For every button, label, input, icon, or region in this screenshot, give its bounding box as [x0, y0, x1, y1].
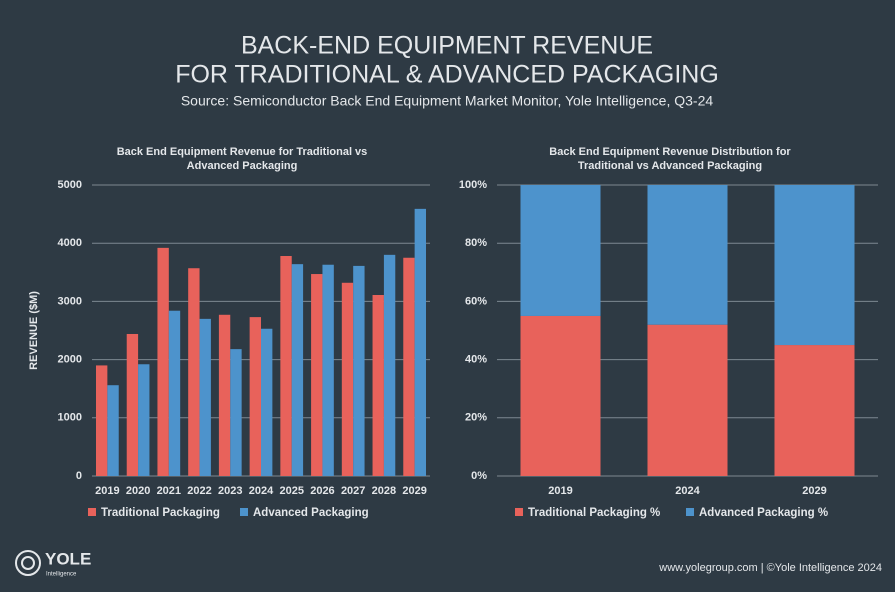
subtitle: Source: Semiconductor Back End Equipment… — [181, 93, 714, 109]
legend-label: Advanced Packaging — [253, 507, 369, 519]
bar — [199, 318, 211, 476]
legend-label: Traditional Packaging — [101, 507, 220, 519]
bar — [126, 333, 139, 476]
x-tick-label: 2028 — [372, 485, 396, 497]
bar-segment — [774, 345, 855, 476]
bar — [188, 268, 200, 476]
y-tick-label: 40% — [465, 354, 487, 366]
y-tick-label: 5000 — [58, 179, 82, 191]
y-tick-label: 2000 — [58, 354, 82, 366]
bar-segment — [520, 315, 601, 476]
bar — [218, 314, 231, 476]
x-tick-label: 2023 — [218, 485, 242, 497]
x-tick-label: 2019 — [548, 485, 572, 497]
y-tick-label: 0% — [471, 470, 487, 482]
logo: YOLE Intelligence — [15, 549, 91, 578]
chart-title: Back End Equipment Revenue Distribution … — [549, 146, 791, 158]
bar — [230, 349, 242, 476]
bar — [95, 365, 108, 476]
bar — [261, 328, 273, 476]
bar — [341, 282, 354, 476]
legend-swatch — [515, 508, 523, 516]
bar — [353, 265, 365, 476]
x-tick-label: 2019 — [95, 485, 119, 497]
bar — [414, 208, 427, 476]
y-tick-label: 4000 — [58, 237, 82, 249]
bar-segment — [647, 324, 728, 476]
bar — [383, 254, 396, 476]
logo-subtext: Intelligence — [46, 572, 77, 578]
y-tick-label: 100% — [459, 179, 487, 191]
y-tick-label: 20% — [465, 412, 487, 424]
chart-title: Back End Equipment Revenue for Tradition… — [117, 146, 368, 158]
chart: Back End Equipment Revenue Distribution … — [459, 146, 878, 519]
bar — [403, 257, 415, 476]
y-tick-label: 0 — [76, 470, 82, 482]
y-tick-label: 60% — [465, 295, 487, 307]
x-tick-label: 2022 — [187, 485, 211, 497]
y-tick-label: 1000 — [58, 412, 82, 424]
legend-label: Advanced Packaging % — [699, 507, 828, 519]
bar — [157, 247, 169, 476]
bar — [168, 310, 181, 476]
logo-icon — [21, 556, 35, 570]
logo-icon — [15, 550, 41, 576]
x-tick-label: 2024 — [675, 485, 700, 497]
x-tick-label: 2029 — [802, 485, 826, 497]
chart: Back End Equipment Revenue for Tradition… — [28, 146, 430, 519]
bar — [249, 317, 261, 476]
bar — [311, 274, 323, 476]
legend-swatch — [686, 508, 694, 516]
credit: www.yolegroup.com | ©Yole Intelligence 2… — [658, 562, 882, 574]
bar — [372, 294, 384, 476]
x-tick-label: 2027 — [341, 485, 365, 497]
y-tick-label: 3000 — [58, 295, 82, 307]
x-tick-label: 2026 — [310, 485, 334, 497]
x-tick-label: 2024 — [249, 485, 274, 497]
x-tick-label: 2021 — [157, 485, 181, 497]
bar-segment — [520, 185, 601, 316]
bar — [138, 364, 150, 476]
x-tick-label: 2029 — [402, 485, 426, 497]
logo-text: YOLE — [45, 549, 91, 568]
legend-swatch — [240, 508, 248, 516]
bar — [322, 264, 334, 476]
bar — [107, 385, 119, 476]
x-tick-label: 2020 — [126, 485, 150, 497]
bar-segment — [774, 185, 855, 346]
x-tick-label: 2025 — [279, 485, 303, 497]
main-title-line: FOR TRADITIONAL & ADVANCED PACKAGING — [175, 61, 719, 89]
bar-segment — [647, 185, 728, 325]
chart-title: Advanced Packaging — [187, 160, 298, 172]
y-axis-label: REVENUE ($M) — [28, 291, 40, 370]
chart-title: Traditional vs Advanced Packaging — [578, 160, 762, 172]
legend-swatch — [88, 508, 96, 516]
legend-label: Traditional Packaging % — [528, 507, 660, 519]
bar — [280, 256, 292, 476]
y-tick-label: 80% — [465, 237, 487, 249]
main-title-line: BACK-END EQUIPMENT REVENUE — [241, 32, 653, 60]
bar — [291, 264, 304, 476]
